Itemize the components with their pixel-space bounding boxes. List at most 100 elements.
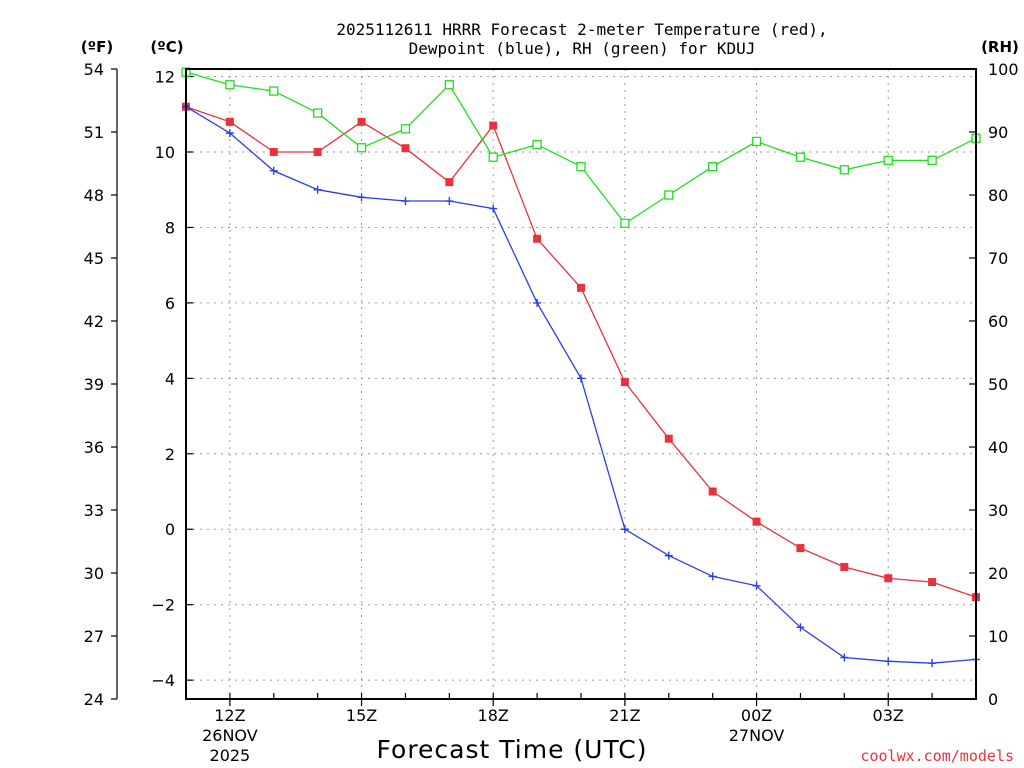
rh-point xyxy=(356,143,367,153)
rh-point xyxy=(883,155,893,166)
rh-point xyxy=(795,152,806,162)
dewpoint-point xyxy=(357,193,366,202)
dewpoint-point xyxy=(533,298,542,307)
rh-tick-label: 50 xyxy=(988,375,1008,394)
temperature-point xyxy=(664,434,673,443)
rh-point xyxy=(927,155,937,166)
rh-tick-label: 70 xyxy=(988,249,1008,268)
c-tick-label: 0 xyxy=(165,520,175,539)
f-tick-label: 24 xyxy=(84,690,104,709)
x-tick-label: 21Z xyxy=(609,706,640,725)
f-tick-label: 51 xyxy=(84,123,104,142)
unit-label-fahrenheit: (ºF) xyxy=(81,38,113,56)
x-tick-label: 15Z xyxy=(346,706,377,725)
temperature-point xyxy=(752,517,761,526)
rh-line xyxy=(185,71,977,225)
temperature-point xyxy=(796,544,805,553)
dewpoint-point xyxy=(928,659,937,668)
c-tick-label: 12 xyxy=(155,68,175,87)
f-tick-label: 48 xyxy=(84,186,104,205)
rh-tick-label: 0 xyxy=(988,690,998,709)
rh-point xyxy=(664,190,674,200)
dewpoint-point xyxy=(445,197,454,206)
temperature-point xyxy=(577,283,585,292)
temperature-point xyxy=(489,121,498,130)
x-tick-year: 2025 xyxy=(210,746,251,765)
dewpoint-point xyxy=(708,572,717,581)
rh-point xyxy=(444,80,454,90)
c-tick-label: −4 xyxy=(151,671,175,690)
rh-point xyxy=(400,124,411,134)
chart-title-line2: Dewpoint (blue), RH (green) for KDUJ xyxy=(409,39,756,58)
celsius-axis: 12 10 8 6 4 2 0 −2 −4 xyxy=(151,68,193,690)
credit-link[interactable]: coolwx.com/models xyxy=(860,747,1014,765)
unit-label-celsius: (ºC) xyxy=(150,38,183,56)
dewpoint-point xyxy=(313,185,322,194)
rh-point xyxy=(708,161,718,172)
c-tick-label: 10 xyxy=(155,143,175,162)
f-tick-label: 33 xyxy=(84,501,104,520)
dewpoint-point xyxy=(401,197,410,206)
rh-point xyxy=(225,80,235,90)
f-tick-label: 42 xyxy=(84,312,104,331)
x-axis-title: Forecast Time (UTC) xyxy=(377,735,648,764)
rh-point xyxy=(751,136,762,147)
temperature-point xyxy=(269,147,278,156)
dewpoint-point xyxy=(884,657,893,666)
dewpoint-point xyxy=(489,204,498,213)
dewpoint-point xyxy=(269,166,278,175)
temperature-point xyxy=(313,147,322,156)
chart-title-line1: 2025112611 HRRR Forecast 2-meter Tempera… xyxy=(336,20,827,39)
dewpoint-point xyxy=(620,525,629,534)
rh-point xyxy=(313,108,323,118)
rh-tick-label: 90 xyxy=(988,123,1008,142)
rh-tick-label: 10 xyxy=(988,627,1008,646)
x-tick-label: 18Z xyxy=(478,706,509,725)
rh-point xyxy=(839,165,849,175)
rh-tick-label: 40 xyxy=(988,438,1008,457)
x-tick-label: 12Z xyxy=(214,706,245,725)
rh-tick-label: 80 xyxy=(988,186,1008,205)
rh-point xyxy=(576,161,586,172)
temperature-point xyxy=(401,144,410,153)
rh-tick-label: 100 xyxy=(988,60,1019,79)
dewpoint-point xyxy=(225,129,234,138)
rh-point xyxy=(532,139,542,150)
f-tick-label: 30 xyxy=(84,564,104,583)
temperature-point xyxy=(620,378,629,387)
plot-series xyxy=(181,67,981,668)
temperature-point xyxy=(928,578,937,587)
unit-label-rh: (RH) xyxy=(981,38,1019,56)
temperature-point xyxy=(357,117,366,126)
dewpoint-line xyxy=(185,106,977,664)
dewpoint-point xyxy=(752,581,761,590)
c-tick-label: 8 xyxy=(165,218,175,237)
dewpoint-point xyxy=(840,653,849,662)
f-tick-label: 27 xyxy=(84,627,104,646)
x-tick-date: 27NOV xyxy=(729,726,785,745)
temperature-point xyxy=(708,487,717,496)
f-tick-label: 45 xyxy=(84,249,104,268)
rh-tick-label: 60 xyxy=(988,312,1008,331)
c-tick-label: 4 xyxy=(165,369,175,388)
dewpoint-point xyxy=(577,374,585,383)
x-tick-date: 26NOV xyxy=(202,726,258,745)
rh-point xyxy=(488,152,498,162)
temperature-point xyxy=(445,178,454,187)
c-tick-label: −2 xyxy=(151,596,175,615)
gridlines xyxy=(186,69,976,699)
plot-frame xyxy=(185,68,977,700)
temperature-point xyxy=(533,234,542,243)
rh-tick-label: 30 xyxy=(988,501,1008,520)
temperature-line xyxy=(185,106,977,598)
rh-tick-label: 20 xyxy=(988,564,1008,583)
temperature-point xyxy=(840,562,849,571)
f-tick-label: 36 xyxy=(84,438,104,457)
c-tick-label: 2 xyxy=(165,445,175,464)
temperature-point xyxy=(225,117,234,126)
temperature-point xyxy=(884,574,893,583)
fahrenheit-axis: 54 51 48 45 42 39 36 33 30 27 24 xyxy=(84,60,117,709)
